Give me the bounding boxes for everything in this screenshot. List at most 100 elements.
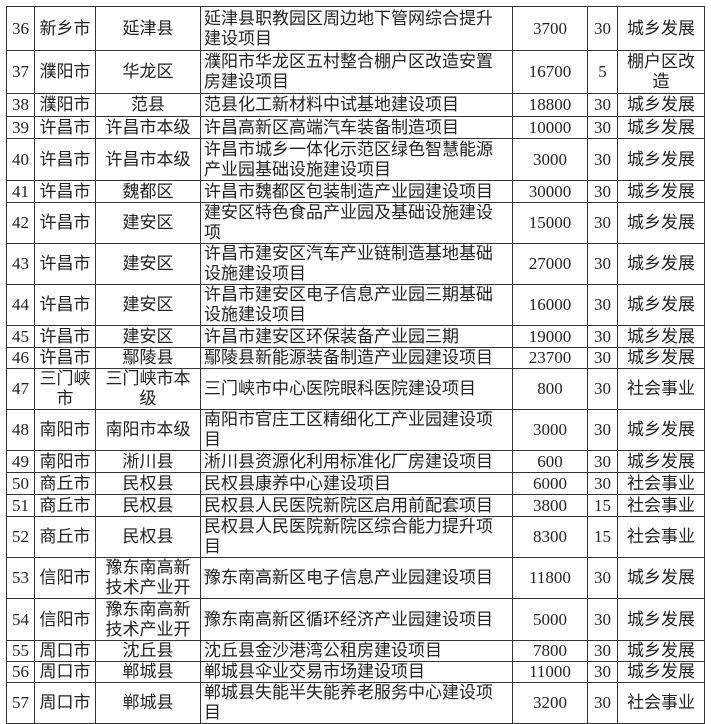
years-cell: 30: [587, 138, 618, 181]
project-name-cell: 延津县职教园区周边地下管网综合提升建设项目: [200, 6, 513, 51]
years-cell: 30: [587, 598, 618, 641]
project-name-cell: 濮阳市华龙区五村整合棚户区改造安置房建设项目: [200, 50, 513, 94]
city-cell: 濮阳市: [34, 93, 96, 117]
category-cell: 城乡发展: [617, 243, 705, 285]
project-name-cell: 民权县康养中心建设项目: [200, 472, 513, 495]
city-cell: 许昌市: [34, 116, 96, 139]
city-cell: 许昌市: [34, 347, 96, 369]
table-row: 41 许昌市 魏都区 许昌市魏都区包装制造产业园建设项目 30000 30 城乡发展: [6, 180, 705, 203]
years-cell: 15: [587, 516, 618, 558]
amount-cell: 16700: [512, 50, 588, 94]
project-table: 36 新乡市 延津县 延津县职教园区周边地下管网综合提升建设项目 3700 30 城乡发展 3…: [6, 6, 705, 724]
project-name-cell: 南阳市官庄工区精细化工产业园建设项目: [200, 409, 513, 451]
table-row: 49 南阳市 淅川县 淅川县资源化利用标准化厂房建设项目 600 30 城乡发展: [6, 450, 705, 473]
amount-cell: 8300: [512, 516, 588, 558]
project-name-cell: 建安区特色食品产业园及基础设施建设项: [200, 202, 513, 244]
project-name-cell: 民权县人民医院新院区综合能力提升项目: [200, 516, 513, 558]
years-cell: 30: [587, 6, 618, 51]
table-row: 52 商丘市 民权县 民权县人民医院新院区综合能力提升项目 8300 15 社会事业: [6, 516, 705, 558]
category-cell: 城乡发展: [617, 93, 705, 117]
years-cell: 30: [587, 557, 618, 599]
project-name-cell: 豫东南高新区循环经济产业园建设项目: [200, 598, 513, 641]
city-cell: 许昌市: [34, 138, 96, 181]
table-row: 50 商丘市 民权县 民权县康养中心建设项目 6000 30 社会事业: [6, 472, 705, 495]
city-cell: 信阳市: [34, 598, 96, 641]
years-cell: 30: [587, 284, 618, 326]
category-cell: 城乡发展: [617, 598, 705, 641]
table-row: 53 信阳市 豫东南高新技术产业开 豫东南高新区电子信息产业园建设项目 11800 30 城…: [6, 557, 705, 599]
category-cell: 社会事业: [617, 368, 705, 410]
amount-cell: 23700: [512, 347, 588, 369]
row-number: 36: [6, 6, 35, 51]
county-cell: 三门峡市本级: [95, 368, 201, 410]
years-cell: 30: [587, 116, 618, 139]
table-row: 57 周口市 郸城县 郸城县失能半失能养老服务中心建设项目 3200 30 社会事业: [6, 682, 705, 724]
project-name-cell: 许昌市建安区汽车产业链制造基地基础设施建设项目: [200, 243, 513, 285]
amount-cell: 30000: [512, 180, 588, 203]
city-cell: 许昌市: [34, 202, 96, 244]
county-cell: 建安区: [95, 284, 201, 326]
project-name-cell: 三门峡市中心医院眼科医院建设项目: [200, 368, 513, 410]
row-number: 37: [6, 50, 35, 94]
county-cell: 建安区: [95, 202, 201, 244]
category-cell: 城乡发展: [617, 325, 705, 348]
county-cell: 范县: [95, 93, 201, 117]
years-cell: 30: [587, 450, 618, 473]
amount-cell: 6000: [512, 472, 588, 495]
years-cell: 15: [587, 494, 618, 517]
row-number: 52: [6, 516, 35, 558]
row-number: 38: [6, 93, 35, 117]
amount-cell: 3000: [512, 409, 588, 451]
row-number: 44: [6, 284, 35, 326]
city-cell: 商丘市: [34, 494, 96, 517]
city-cell: 许昌市: [34, 325, 96, 348]
category-cell: 城乡发展: [617, 347, 705, 369]
category-cell: 社会事业: [617, 472, 705, 495]
category-cell: 城乡发展: [617, 450, 705, 473]
project-name-cell: 淅川县资源化利用标准化厂房建设项目: [200, 450, 513, 473]
years-cell: 30: [587, 472, 618, 495]
project-name-cell: 范县化工新材料中试基地建设项目: [200, 93, 513, 117]
table-row: 38 濮阳市 范县 范县化工新材料中试基地建设项目 18800 30 城乡发展: [6, 93, 705, 117]
category-cell: 城乡发展: [617, 180, 705, 203]
amount-cell: 15000: [512, 202, 588, 244]
years-cell: 30: [587, 180, 618, 203]
table-row: 43 许昌市 建安区 许昌市建安区汽车产业链制造基地基础设施建设项目 27000 30 城乡…: [6, 243, 705, 285]
row-number: 53: [6, 557, 35, 599]
table-row: 56 周口市 郸城县 郸城县伞业交易市场建设项目 11000 30 城乡发展: [6, 661, 705, 683]
city-cell: 三门峡市: [34, 368, 96, 410]
county-cell: 民权县: [95, 516, 201, 558]
county-cell: 延津县: [95, 6, 201, 51]
city-cell: 新乡市: [34, 6, 96, 51]
row-number: 51: [6, 494, 35, 517]
years-cell: 30: [587, 325, 618, 348]
city-cell: 许昌市: [34, 284, 96, 326]
amount-cell: 5000: [512, 598, 588, 641]
table-row: 45 许昌市 建安区 许昌市建安区环保装备产业园三期 19000 30 城乡发展: [6, 325, 705, 348]
row-number: 56: [6, 661, 35, 683]
category-cell: 城乡发展: [617, 661, 705, 683]
amount-cell: 16000: [512, 284, 588, 326]
years-cell: 30: [587, 243, 618, 285]
project-name-cell: 民权县人民医院新院区启用前配套项目: [200, 494, 513, 517]
amount-cell: 3800: [512, 494, 588, 517]
amount-cell: 18800: [512, 93, 588, 117]
table-row: 46 许昌市 鄢陵县 鄢陵县新能源装备制造产业园建设项目 23700 30 城乡发展: [6, 347, 705, 369]
city-cell: 南阳市: [34, 409, 96, 451]
project-name-cell: 许昌市城乡一体化示范区绿色智慧能源产业园基础设施建设项目: [200, 138, 513, 181]
city-cell: 周口市: [34, 682, 96, 724]
years-cell: 30: [587, 202, 618, 244]
table-row: 36 新乡市 延津县 延津县职教园区周边地下管网综合提升建设项目 3700 30 城乡发展: [6, 6, 705, 51]
county-cell: 郸城县: [95, 682, 201, 724]
county-cell: 淅川县: [95, 450, 201, 473]
project-name-cell: 豫东南高新区电子信息产业园建设项目: [200, 557, 513, 599]
county-cell: 鄢陵县: [95, 347, 201, 369]
amount-cell: 19000: [512, 325, 588, 348]
row-number: 54: [6, 598, 35, 641]
county-cell: 南阳市本级: [95, 409, 201, 451]
county-cell: 民权县: [95, 494, 201, 517]
amount-cell: 11000: [512, 661, 588, 683]
category-cell: 社会事业: [617, 516, 705, 558]
project-name-cell: 郸城县失能半失能养老服务中心建设项目: [200, 682, 513, 724]
category-cell: 城乡发展: [617, 138, 705, 181]
